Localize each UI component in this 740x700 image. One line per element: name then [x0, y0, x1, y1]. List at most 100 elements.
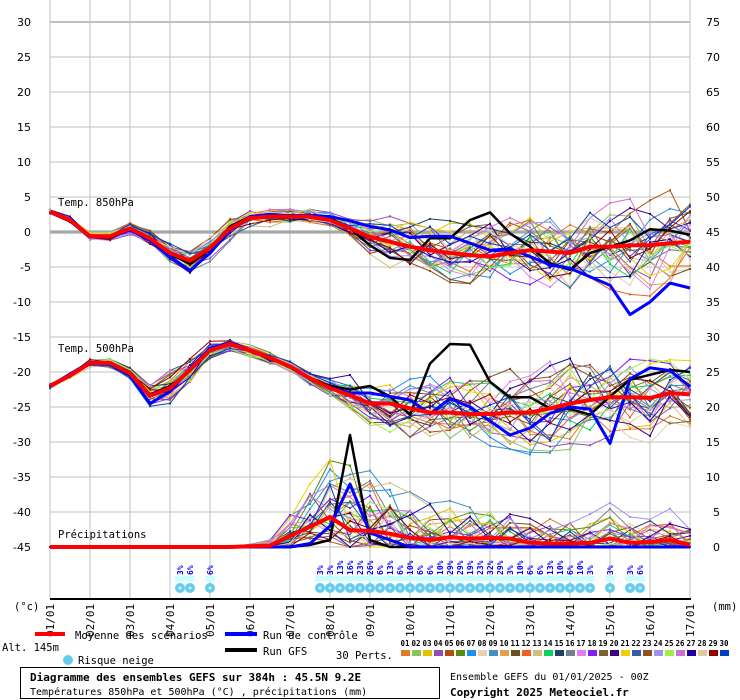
snow-highlight [415, 576, 425, 581]
pert-18-precip-point [509, 516, 511, 519]
snow-risk-pct: 3% [506, 565, 515, 575]
pert-09-t500-point [409, 384, 411, 387]
pert-23-precip-point [389, 526, 391, 529]
pert-06-precip-point [489, 514, 491, 517]
pert-29-t500-point [409, 393, 411, 396]
pert-15-t850-point [529, 241, 531, 244]
pert-04-t500-point [589, 444, 591, 447]
pert-25-t500-point [649, 358, 651, 361]
snowflake-icon [395, 583, 405, 593]
pert-25-t850-point [509, 264, 511, 267]
pert-25-t500-point [489, 432, 491, 435]
pert-legend-number: 10 [499, 639, 509, 648]
pert-07-t850-point [589, 270, 591, 273]
pert-20-t850-point [589, 238, 591, 241]
snow-highlight [375, 576, 385, 581]
label-t500: Temp. 500hPa [58, 343, 134, 355]
pert-21-t500-point [189, 379, 191, 382]
snowflake-icon [535, 583, 545, 593]
pert-15-precip-point [689, 532, 691, 535]
pert-24-t500-point [649, 387, 651, 390]
pert-29-t850-point [489, 234, 491, 237]
pert-28-t850-point [269, 211, 271, 214]
pert-13-t500-point [169, 381, 171, 384]
pert-30-t500-point [169, 402, 171, 405]
pert-15-t500-point [509, 407, 511, 410]
right-tick-label: 55 [706, 156, 720, 169]
pert-01-precip-point [369, 507, 371, 510]
pert-24-t850-point [689, 214, 691, 217]
pert-26-t850-point [489, 226, 491, 229]
pert-18-precip-point [349, 507, 351, 510]
pert-legend-swatch [577, 650, 586, 656]
snow-highlight [205, 576, 215, 581]
pert-03-t850-point [449, 222, 451, 225]
pert-29-t500-point [169, 376, 171, 379]
pert-01-t850-point [549, 237, 551, 240]
pert-19-t500-point [629, 399, 631, 402]
pert-17-t850-point [429, 252, 431, 255]
pert-02-t850-point [389, 225, 391, 228]
pert-22-t850-point [389, 249, 391, 252]
pert-26-t850-point [429, 265, 431, 268]
pert-13-t500-point [429, 435, 431, 438]
pert-19-precip-point [309, 536, 311, 539]
pert-27-precip-point [329, 529, 331, 532]
pert-20-t850-point [169, 257, 171, 260]
pert-28-t500-point [609, 408, 611, 411]
snow-risk-pct: 6% [426, 565, 435, 575]
pert-20-t850-point [409, 231, 411, 234]
pert-11-t500-point [489, 375, 491, 378]
pert-30-t500-point [529, 422, 531, 425]
pert-19-t850-point [669, 217, 671, 220]
pert-26-precip-point [609, 522, 611, 525]
pert-26-precip-point [449, 539, 451, 542]
pert-07-t500-point [409, 378, 411, 381]
right-tick-label: 45 [706, 226, 720, 239]
pert-29-precip-point [509, 544, 511, 547]
pert-16-precip-point [609, 507, 611, 510]
pert-13-t500-point [389, 422, 391, 425]
pert-22-t500-point [469, 408, 471, 411]
pert-30-t850-point [609, 226, 611, 229]
pert-23-t500-point [389, 392, 391, 395]
pert-09-t500-point [609, 416, 611, 419]
pert-16-t500-point [529, 387, 531, 390]
pert-19-t500-point [569, 383, 571, 386]
pert-16-t500-point [429, 386, 431, 389]
pert-26-precip-point [629, 527, 631, 530]
pert-13-precip-point [389, 481, 391, 484]
x-tick-label: 01/01 [44, 604, 57, 637]
pert-10-t850-point [649, 283, 651, 286]
pert-29-t500-point [609, 390, 611, 393]
pert-22-t500-point [329, 378, 331, 381]
left-tick-label: -30 [13, 436, 31, 449]
pert-28-t500-point [449, 394, 451, 397]
pert-02-t850-point [429, 240, 431, 243]
pert-20-precip-point [589, 531, 591, 534]
pert-07-t500-point [669, 384, 671, 387]
pert-28-t500-point [629, 421, 631, 424]
pert-14-t850-point [409, 240, 411, 243]
pert-01-t500-point [449, 423, 451, 426]
pert-05-t500-point [549, 386, 551, 389]
pert-29-precip-point [569, 539, 571, 542]
snowflake-center [448, 586, 452, 590]
pert-02-t850-point [369, 218, 371, 221]
pert-22-t850-point [549, 272, 551, 275]
pert-18-precip-point [489, 524, 491, 527]
pert-legend-swatch [500, 650, 509, 656]
pert-08-t850-point [629, 283, 631, 286]
pert-23-t500-point [429, 393, 431, 396]
pert-18-t500-point [509, 402, 511, 405]
pert-26-t500-point [569, 391, 571, 394]
pert-legend-swatch [522, 650, 531, 656]
pert-07-precip-point [609, 529, 611, 532]
pert-legend-number: 11 [510, 639, 520, 648]
pert-03-t500-point [509, 427, 511, 430]
pert-22-t850-point [649, 233, 651, 236]
pert-27-precip-point [669, 522, 671, 525]
pert-06-t850-point [369, 246, 371, 249]
pert-24-t500-point [409, 388, 411, 391]
x-tick-label: 03/01 [124, 604, 137, 637]
